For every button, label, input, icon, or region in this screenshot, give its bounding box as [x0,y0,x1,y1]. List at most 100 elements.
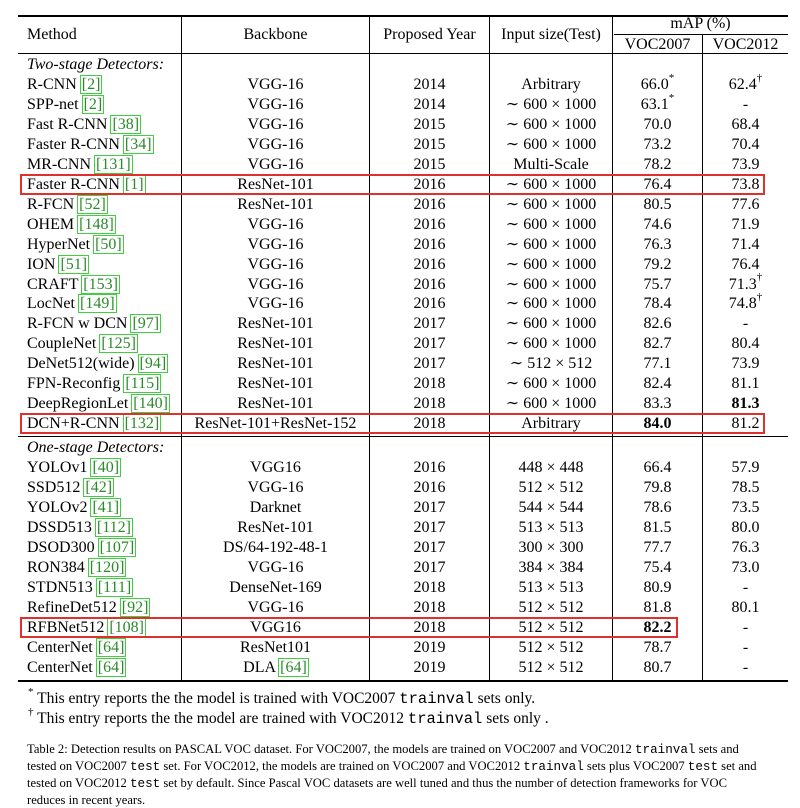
voc2007-map-cell: 79.2 [613,255,702,275]
voc2012-map-cell: 71.3† [703,272,788,295]
method-name: DeNet512(wide) [27,355,135,373]
year-cell: 2015 [413,115,446,133]
backbone-name: VGG-16 [247,135,304,153]
footnote-2: † This entry reports the the model are t… [28,705,549,729]
map-value: 78.7 [643,638,672,656]
voc2012-map-cell: 71.4 [703,235,788,255]
backbone-name: VGG-16 [247,95,304,113]
citation-ref[interactable]: [52] [77,194,108,214]
voc2007-map-cell: 75.7 [613,275,702,295]
footnote-mark: † [28,705,34,718]
method-cell: R-FCN [52] [27,194,108,215]
method-cell: MR-CNN [131] [27,154,133,175]
year-cell: 2018 [413,375,446,393]
citation-ref[interactable]: [94] [137,354,169,374]
voc2007-map-cell: 80.9 [613,578,702,598]
input-size-cell: Multi-Scale [513,155,589,173]
method-cell: RFBNet512 [108] [27,617,146,638]
voc2012-map-cell: 74.8† [703,292,788,314]
input-size-cell: ∼ 600 × 1000 [505,335,597,353]
voc2012-map-cell: 81.2 [703,414,788,434]
citation-ref[interactable]: [38] [110,114,142,134]
header-voc2007: VOC2007 [624,36,691,53]
voc2012-map-cell: - [703,638,788,658]
method-name: ION [27,255,56,273]
citation-ref[interactable]: [149] [77,294,117,314]
citation-ref[interactable]: [2] [81,94,105,114]
citation-ref[interactable]: [153] [81,274,120,294]
citation-ref[interactable]: [64] [95,637,127,657]
method-name: DSSD513 [27,518,92,536]
backbone-name: VGG-16 [247,115,304,133]
vrule-map [702,34,703,681]
citation-ref[interactable]: [42] [83,477,115,497]
citation-ref[interactable]: [34] [122,134,154,154]
citation-ref[interactable]: [111] [95,577,134,597]
map-value: 74.8 [728,295,757,313]
map-value: 82.7 [643,335,672,353]
method-cell: YOLOv1 [40] [27,458,122,478]
header-input: Input size(Test) [501,26,601,43]
voc2007-map-cell: 66.0* [613,72,702,95]
map-value: 63.1 [640,95,669,113]
map-value: 70.4 [731,135,760,153]
caption-code: test [129,777,161,791]
citation-ref[interactable]: [131] [94,154,133,174]
backbone-cell: ResNet-101 [182,334,369,354]
citation-ref[interactable]: [148] [77,214,116,234]
backbone-name: VGG-16 [247,215,304,233]
map-value: 75.7 [643,275,672,293]
input-size-cell: Arbitrary [521,415,581,433]
header-method: Method [27,26,77,43]
citation-ref[interactable]: [41] [90,497,122,517]
backbone-name: DS/64-192-48-1 [223,538,328,556]
citation-ref[interactable]: [64] [278,657,309,677]
method-cell: SPP-net [2] [27,94,105,115]
caption-text: set by default. Since Pascal VOC dataset… [27,776,728,807]
citation-ref[interactable]: [112] [94,517,133,537]
map-value: - [742,618,749,636]
year-cell: 2019 [413,638,446,656]
year-cell: 2017 [413,558,446,576]
citation-ref[interactable]: [108] [107,617,146,637]
footnote-mark: † [756,71,763,84]
citation-ref[interactable]: [64] [95,657,127,677]
citation-ref[interactable]: [97] [130,314,162,334]
method-cell: Faster R-CNN [34] [27,134,154,155]
backbone-name: VGG-16 [247,255,304,273]
citation-ref[interactable]: [132] [122,414,162,434]
backbone-name: VGG-16 [247,558,304,576]
map-value: 80.5 [643,195,672,213]
voc2012-map-cell: - [703,618,788,638]
method-name: R-CNN [27,76,77,93]
map-value: 80.4 [731,335,760,353]
voc2007-map-cell: 78.6 [613,498,702,518]
citation-ref[interactable]: [2] [79,75,103,94]
map-value: - [742,578,749,596]
method-name: OHEM [27,215,75,233]
voc2007-map-cell: 66.4 [613,458,702,478]
voc2007-map-cell: 76.3 [613,235,702,255]
method-name: R-FCN [27,195,75,213]
citation-ref[interactable]: [120] [87,557,127,577]
input-size-cell: ∼ 600 × 1000 [505,115,597,133]
bottom-rule [18,680,788,682]
citation-ref[interactable]: [107] [97,537,137,557]
method-cell: RON384 [120] [27,557,127,578]
citation-ref[interactable]: [140] [131,394,170,414]
citation-ref[interactable]: [51] [58,254,90,274]
citation-ref[interactable]: [40] [90,458,122,477]
citation-ref[interactable]: [1] [122,174,146,194]
citation-ref[interactable]: [115] [123,374,162,394]
input-size-cell: ∼ 600 × 1000 [505,215,597,233]
map-value: 78.5 [731,478,760,496]
two-stage-label: Two-stage Detectors: [27,56,165,73]
map-value: 76.3 [731,538,760,556]
citation-ref[interactable]: [50] [93,234,124,254]
map-value: 81.8 [643,598,672,616]
backbone-cell: VGG-16 [182,275,369,295]
citation-ref[interactable]: [125] [99,334,138,354]
citation-ref[interactable]: [92] [119,597,151,617]
map-value: 80.7 [643,658,672,676]
backbone-name: ResNet-101 [237,518,314,536]
